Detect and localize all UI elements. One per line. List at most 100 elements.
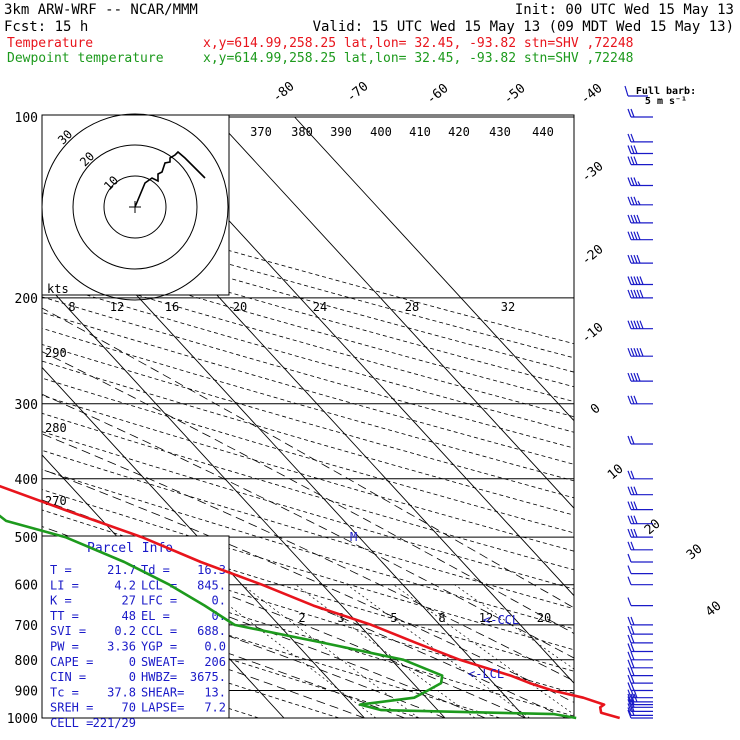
wind-barb [627,541,653,551]
parcel-row-value: 0 [129,670,136,684]
hodograph-axis-tick: 16 [165,300,179,314]
wind-barb [627,515,653,525]
wind-barb-flag [627,616,632,626]
wind-barb-flag [627,486,632,495]
parcel-row-label: CELL = [50,716,93,730]
temperature-label: -80 [270,79,298,106]
parcel-row-label: K = [50,594,72,608]
wind-barb-flag [633,196,638,206]
wind-barb-flag [636,289,641,299]
temperature-legend: Temperature [7,36,93,51]
wind-barb-flag [633,145,638,154]
barb-legend-line2: 5 m s⁻¹ [645,96,687,107]
wind-barb-flag [630,289,635,299]
dry-adiabat [42,469,574,630]
parcel-row-label: T = [50,563,72,577]
mixing-ratio-line [346,584,530,718]
moist-adiabat [42,468,574,703]
wind-barb-flag [627,196,632,206]
pressure-label: 500 [15,531,38,546]
wind-barb-flag [633,515,638,524]
wind-barb-flag [627,565,632,574]
wind-barb-flag [630,156,635,165]
theta-label: 390 [330,125,352,139]
mixing-ratio-line [295,584,476,718]
sounding-profiles [0,484,621,720]
hodograph-ring [41,113,229,301]
wind-barb-flag [627,696,632,705]
wind-barb-flag [627,659,632,669]
wind-barb-flag [630,395,635,405]
wind-barb-flag [627,682,632,691]
wind-barb [627,501,653,511]
mixing-ratio-label: 5 [390,611,397,625]
parcel-row-label2: HWBZ= [141,670,177,684]
wind-barb-flag [636,347,641,357]
wind-barb-flag [633,231,638,240]
pressure-label: 600 [15,579,38,594]
wind-barb [627,528,653,538]
wind-barb-flag [627,276,632,285]
hodograph-axis-tick: 20 [233,300,247,314]
wind-barb [627,699,653,708]
wind-barb-flag [627,634,632,644]
wind-barb [627,709,653,719]
valid-time: Valid: 15 UTC Wed 15 May 13 (09 MDT Wed … [313,19,734,35]
wind-barb [627,254,653,264]
parcel-row-value: 70 [122,701,136,715]
hodograph-axis-tick: 8 [68,300,75,314]
parcel-row-label2: Td = [141,563,170,577]
wind-barb-flag [630,528,635,538]
parcel-row-value: 221/29 [93,716,136,730]
wind-barb-flag [627,133,632,143]
temperature-label: 20 [642,517,664,539]
hodograph-axis-tick: 32 [501,300,515,314]
wind-barb-flag [630,541,635,551]
wind-barb-flag [627,145,632,154]
wind-barb-flag [627,347,632,357]
wind-barb [627,667,653,677]
wind-barb-flag [630,145,635,154]
pressure-label: 1000 [7,712,38,727]
parcel-row-label: SREH = [50,701,93,715]
wind-barb-flag [627,703,632,712]
parcel-row-label: TT = [50,609,79,623]
wind-barb-flag [630,196,635,206]
wind-barb-flag [633,276,638,285]
parcel-row-value2: 13. [204,685,226,699]
parcel-row-value: 0 [129,655,136,669]
wind-barb [627,625,653,635]
parcel-row-value2: 16.3 [197,563,226,577]
isotherm [213,116,574,509]
pressure-label: 200 [15,292,38,307]
wind-barb-flag [627,553,632,563]
theta-side-label: 290 [45,346,67,360]
level-annotations: <-CCL <-LCL M [350,530,519,681]
mixing-ratio-lines [201,584,574,718]
wind-barb-flag [630,667,635,676]
pressure-label: 700 [15,619,38,634]
wind-barb [627,372,653,382]
wind-barb-flag [627,643,632,652]
wind-barb-flag [633,214,638,224]
parcel-row-label2: LCL = [141,578,177,592]
wind-barb-flag [639,320,644,329]
wind-barb-flag [627,707,632,716]
wind-barb-flag [627,625,632,635]
wind-barb [627,470,653,480]
wind-barb [627,597,653,607]
hodograph-axis-tick: 28 [405,300,419,314]
wind-barb-flag [630,320,635,329]
parcel-row-value2: 3675. [190,670,226,684]
parcel-row-label: CIN = [50,670,86,684]
wind-barb [627,674,653,684]
wind-barb [627,435,653,445]
pressure-label: 400 [15,473,38,488]
wind-barb-flag [627,674,632,684]
wind-barb-flag [630,133,635,143]
wind-barb [627,177,653,187]
wind-barb [627,133,653,143]
